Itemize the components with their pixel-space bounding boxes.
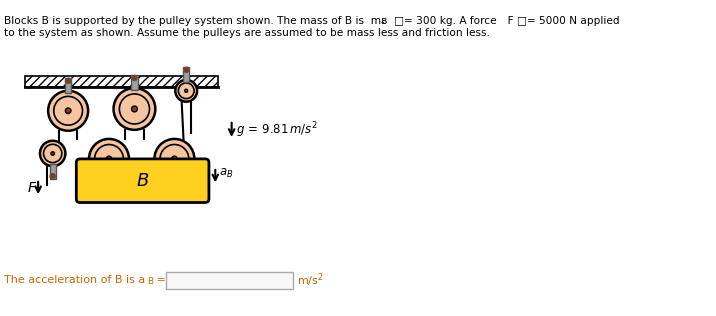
Text: B: B xyxy=(147,277,153,286)
Circle shape xyxy=(44,144,62,163)
Text: $a_B$: $a_B$ xyxy=(219,167,233,180)
Bar xyxy=(171,177,178,191)
Circle shape xyxy=(175,80,197,102)
Circle shape xyxy=(132,75,137,81)
Circle shape xyxy=(40,141,65,166)
Circle shape xyxy=(183,67,189,73)
Bar xyxy=(65,78,72,93)
Bar xyxy=(183,67,190,82)
Text: $F$: $F$ xyxy=(27,181,37,195)
Bar xyxy=(131,75,137,90)
Circle shape xyxy=(65,78,71,83)
Circle shape xyxy=(172,186,177,191)
Circle shape xyxy=(106,186,112,191)
Circle shape xyxy=(48,91,88,131)
Circle shape xyxy=(172,156,177,162)
Circle shape xyxy=(51,152,54,155)
Circle shape xyxy=(54,96,82,125)
Text: Blocks B is supported by the pulley system shown. The mass of B is  mᴃ  □= 300 k: Blocks B is supported by the pulley syst… xyxy=(4,16,619,26)
Circle shape xyxy=(50,173,55,179)
Circle shape xyxy=(95,144,123,173)
Bar xyxy=(26,76,218,87)
Circle shape xyxy=(132,106,137,112)
FancyBboxPatch shape xyxy=(77,159,209,203)
Circle shape xyxy=(114,88,155,130)
Text: The acceleration of B is a: The acceleration of B is a xyxy=(4,275,145,285)
Bar xyxy=(166,271,294,289)
Circle shape xyxy=(178,83,194,99)
Text: m/s$^2$: m/s$^2$ xyxy=(297,271,324,289)
Circle shape xyxy=(89,139,129,179)
Text: $g\,{=}\,9.81\,m/s^2$: $g\,{=}\,9.81\,m/s^2$ xyxy=(236,121,318,140)
Text: B: B xyxy=(137,172,149,190)
Text: =: = xyxy=(153,275,165,285)
Circle shape xyxy=(65,108,71,113)
Text: to the system as shown. Assume the pulleys are assumed to be mass less and frict: to the system as shown. Assume the pulle… xyxy=(4,28,490,38)
Circle shape xyxy=(185,89,188,92)
Circle shape xyxy=(120,94,150,124)
Circle shape xyxy=(155,139,195,179)
Bar xyxy=(49,164,56,179)
Circle shape xyxy=(160,144,189,173)
Bar xyxy=(106,177,112,191)
Circle shape xyxy=(106,156,112,162)
